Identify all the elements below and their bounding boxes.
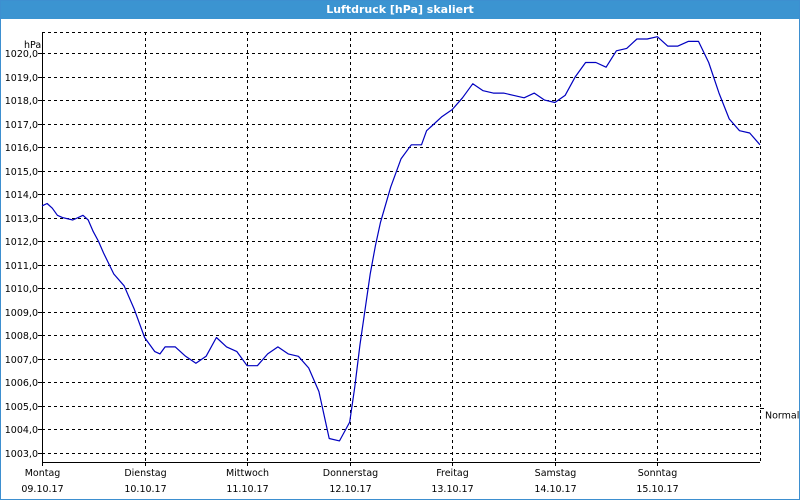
x-tick-day-label: Freitag	[436, 468, 469, 479]
reference-line-label: Normal	[765, 411, 799, 422]
series-group	[41, 36, 761, 442]
y-tick-label: 1009,0	[5, 308, 38, 319]
y-tick-label: 1018,0	[5, 96, 38, 107]
y-tick-label: 1004,0	[5, 425, 38, 436]
x-tick-date-label: 10.10.17	[124, 484, 166, 495]
y-tick-label: 1016,0	[5, 143, 38, 154]
y-tick-label: 1008,0	[5, 331, 38, 342]
chart-grid	[42, 32, 761, 462]
x-tick-date-label: 15.10.17	[636, 484, 678, 495]
y-tick-label: 1003,0	[5, 449, 38, 460]
y-axis-label: hPa	[24, 40, 41, 51]
x-tick-date-label: 13.10.17	[431, 484, 473, 495]
y-tick-label: 1015,0	[5, 167, 38, 178]
x-tick-day-label: Samstag	[535, 468, 577, 479]
x-tick-day-label: Donnerstag	[323, 468, 378, 479]
x-tick-day-label: Montag	[25, 468, 61, 479]
y-tick-label: 1005,0	[5, 402, 38, 413]
y-axis-ticks: 1003,0 1004,0 1005,0 1006,0 1007,0 1008,0 1009…	[5, 49, 42, 460]
x-axis-ticks: Montag 09.10.17 Dienstag 10.10.17 Mittwoch 11…	[21, 462, 679, 495]
y-tick-label: 1012,0	[5, 237, 38, 248]
x-tick-date-label: 12.10.17	[329, 484, 371, 495]
y-tick-label: 1006,0	[5, 378, 38, 389]
y-tick-label: 1013,0	[5, 214, 38, 225]
x-tick-date-label: 14.10.17	[534, 484, 576, 495]
y-tick-label: 1019,0	[5, 73, 38, 84]
chart-axes	[42, 32, 760, 463]
x-tick-day-label: Sonntag	[638, 468, 677, 479]
y-tick-label: 1017,0	[5, 120, 38, 131]
window-title: Luftdruck [hPa] skaliert	[1, 1, 799, 19]
y-tick-label: 1011,0	[5, 261, 38, 272]
y-tick-label: 1020,0	[5, 49, 38, 60]
y-tick-label: 1007,0	[5, 355, 38, 366]
x-tick-day-label: Dienstag	[124, 468, 166, 479]
x-tick-date-label: 11.10.17	[226, 484, 268, 495]
y-tick-label: 1014,0	[5, 190, 38, 201]
x-tick-date-label: 09.10.17	[21, 484, 63, 495]
x-tick-day-label: Mittwoch	[226, 468, 269, 479]
pressure-series-line	[41, 36, 761, 442]
y-tick-label: 1010,0	[5, 284, 38, 295]
